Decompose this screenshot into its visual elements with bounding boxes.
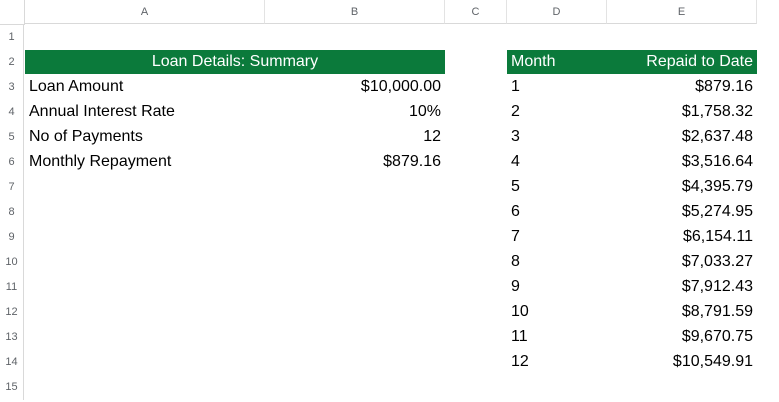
summary-label-monthly-repayment[interactable]: Monthly Repayment: [29, 153, 172, 170]
row-header-9[interactable]: 9: [0, 225, 24, 250]
schedule-repaid-cell[interactable]: $7,033.27: [681, 253, 753, 270]
schedule-month-cell[interactable]: 7: [511, 228, 520, 245]
column-header-c[interactable]: C: [445, 0, 507, 24]
summary-value-loan-amount[interactable]: $10,000.00: [360, 78, 441, 95]
schedule-repaid-cell[interactable]: $3,516.64: [681, 153, 753, 170]
row-header-column: 1 2 3 4 5 6 7 8 9 10 11 12 13 14 15: [0, 25, 25, 402]
row-header-12[interactable]: 12: [0, 300, 24, 325]
schedule-repaid-cell[interactable]: $4,395.79: [681, 178, 753, 195]
summary-value-monthly-repayment[interactable]: $879.16: [383, 153, 441, 170]
schedule-repaid-cell[interactable]: $1,758.32: [681, 103, 753, 120]
row-header-6[interactable]: 6: [0, 150, 24, 175]
schedule-month-cell[interactable]: 8: [511, 253, 520, 270]
schedule-month-cell[interactable]: 3: [511, 128, 520, 145]
row-header-5[interactable]: 5: [0, 125, 24, 150]
row-header-15[interactable]: 15: [0, 375, 24, 400]
schedule-month-cell[interactable]: 10: [511, 303, 529, 320]
column-header-e[interactable]: E: [607, 0, 757, 24]
schedule-month-cell[interactable]: 9: [511, 278, 520, 295]
row-header-3[interactable]: 3: [0, 75, 24, 100]
schedule-month-cell[interactable]: 5: [511, 178, 520, 195]
column-header-row: A B C D E: [0, 0, 779, 25]
row-header-14[interactable]: 14: [0, 350, 24, 375]
row-header-11[interactable]: 11: [0, 275, 24, 300]
summary-value-interest-rate[interactable]: 10%: [408, 103, 441, 120]
summary-value-payments[interactable]: 12: [423, 128, 441, 145]
summary-label-interest-rate[interactable]: Annual Interest Rate: [29, 103, 175, 120]
schedule-repaid-cell[interactable]: $5,274.95: [681, 203, 753, 220]
row-header-7[interactable]: 7: [0, 175, 24, 200]
column-header-d[interactable]: D: [507, 0, 607, 24]
schedule-repaid-cell[interactable]: $7,912.43: [681, 278, 753, 295]
column-header-a[interactable]: A: [25, 0, 265, 24]
row-header-10[interactable]: 10: [0, 250, 24, 275]
row-header-1[interactable]: 1: [0, 25, 24, 50]
schedule-month-cell[interactable]: 1: [511, 78, 520, 95]
schedule-repaid-cell[interactable]: $879.16: [695, 78, 753, 95]
column-header-b[interactable]: B: [265, 0, 445, 24]
schedule-month-cell[interactable]: 6: [511, 203, 520, 220]
schedule-repaid-cell[interactable]: $9,670.75: [681, 328, 753, 345]
summary-title[interactable]: Loan Details: Summary: [25, 50, 445, 74]
row-header-13[interactable]: 13: [0, 325, 24, 350]
row-header-2[interactable]: 2: [0, 50, 24, 75]
schedule-month-cell[interactable]: 12: [511, 353, 529, 370]
schedule-month-cell[interactable]: 11: [511, 328, 528, 345]
schedule-month-cell[interactable]: 4: [511, 153, 520, 170]
schedule-repaid-cell[interactable]: $6,154.11: [683, 228, 753, 245]
row-header-8[interactable]: 8: [0, 200, 24, 225]
summary-label-loan-amount[interactable]: Loan Amount: [29, 78, 124, 95]
summary-label-payments[interactable]: No of Payments: [29, 128, 143, 145]
schedule-header-repaid[interactable]: Repaid to Date: [607, 50, 757, 74]
schedule-repaid-cell[interactable]: $10,549.91: [672, 353, 753, 370]
row-header-4[interactable]: 4: [0, 100, 24, 125]
schedule-header-month[interactable]: Month: [507, 50, 607, 74]
schedule-repaid-cell[interactable]: $2,637.48: [681, 128, 753, 145]
schedule-month-cell[interactable]: 2: [511, 103, 520, 120]
schedule-repaid-cell[interactable]: $8,791.59: [681, 303, 753, 320]
select-all-corner[interactable]: [0, 0, 25, 25]
